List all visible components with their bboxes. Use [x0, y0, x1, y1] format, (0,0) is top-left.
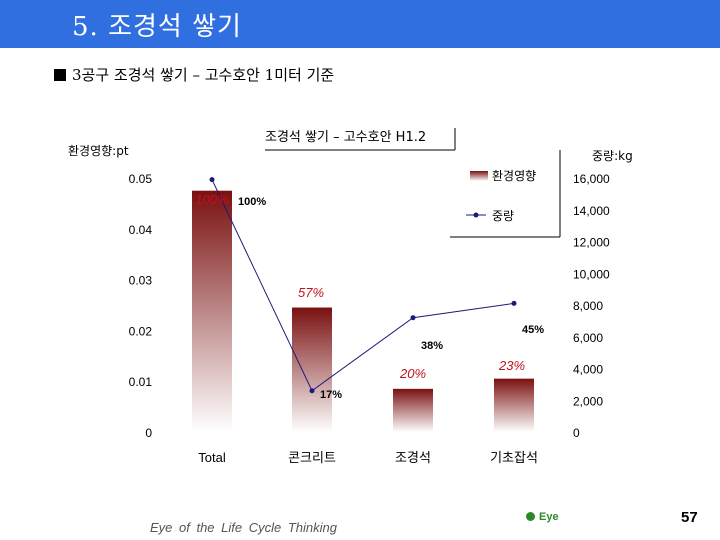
legend-bar-swatch: [470, 171, 488, 181]
footer-logo: Eye: [526, 511, 559, 523]
line-data-label: 38%: [421, 340, 443, 352]
right-tick-label: 4,000: [573, 363, 603, 377]
left-tick-label: 0.02: [129, 324, 153, 338]
line-data-label: 17%: [320, 389, 342, 401]
right-tick-label: 2,000: [573, 394, 603, 408]
right-tick-label: 0: [573, 426, 580, 440]
subtitle-text: 3공구 조경석 쌓기 – 고수호안 1미터 기준: [72, 66, 335, 84]
chart-title: 조경석 쌓기 – 고수호안 H1.2: [265, 130, 426, 145]
right-tick-label: 12,000: [573, 236, 610, 250]
right-tick-label: 16,000: [573, 172, 610, 186]
weight-point: [410, 315, 416, 321]
right-axis-title: 중량:kg: [592, 149, 633, 163]
category-label: 기초잡석: [490, 450, 538, 465]
left-tick-label: 0.01: [129, 375, 153, 389]
weight-point: [511, 300, 517, 306]
eye-logo-icon: [526, 512, 535, 521]
category-label: 조경석: [395, 450, 431, 465]
weight-point: [309, 388, 315, 394]
page-title: 5. 조경석 쌓기: [72, 12, 242, 42]
line-data-label: 100%: [238, 196, 266, 208]
right-tick-label: 8,000: [573, 299, 603, 313]
bar-data-label: 23%: [498, 358, 525, 373]
right-tick-label: 10,000: [573, 267, 610, 281]
page-number: 57: [681, 509, 698, 526]
footer-tagline: Eye of the Life Cycle Thinking: [150, 520, 337, 535]
bar: [494, 378, 534, 432]
subtitle: 3공구 조경석 쌓기 – 고수호안 1미터 기준: [54, 64, 334, 85]
bar-data-label: 57%: [298, 285, 324, 300]
left-tick-label: 0: [145, 426, 152, 440]
left-tick-label: 0.05: [129, 172, 153, 186]
legend-line-label: 중량: [492, 209, 514, 223]
footer-logo-text: Eye: [539, 511, 559, 523]
line-data-label: 45%: [522, 324, 544, 336]
bar-data-label: 100%: [195, 192, 228, 207]
weight-point: [209, 177, 215, 183]
category-label: Total: [198, 450, 226, 465]
bar: [292, 307, 332, 432]
category-label: 콘크리트: [288, 450, 336, 465]
left-axis-title: 환경영향:pt: [68, 144, 129, 158]
right-tick-label: 6,000: [573, 331, 603, 345]
title-bar: 5. 조경석 쌓기: [0, 0, 720, 48]
bar: [192, 190, 232, 432]
legend-line-marker: [473, 212, 479, 218]
weight-series-line: [211, 179, 515, 392]
left-tick-label: 0.04: [129, 223, 153, 237]
bar: [393, 388, 433, 432]
left-tick-label: 0.03: [129, 274, 153, 288]
right-tick-label: 14,000: [573, 204, 610, 218]
legend-bar-label: 환경영향: [492, 169, 536, 183]
square-bullet-icon: [54, 69, 66, 81]
bar-data-label: 20%: [399, 366, 426, 381]
